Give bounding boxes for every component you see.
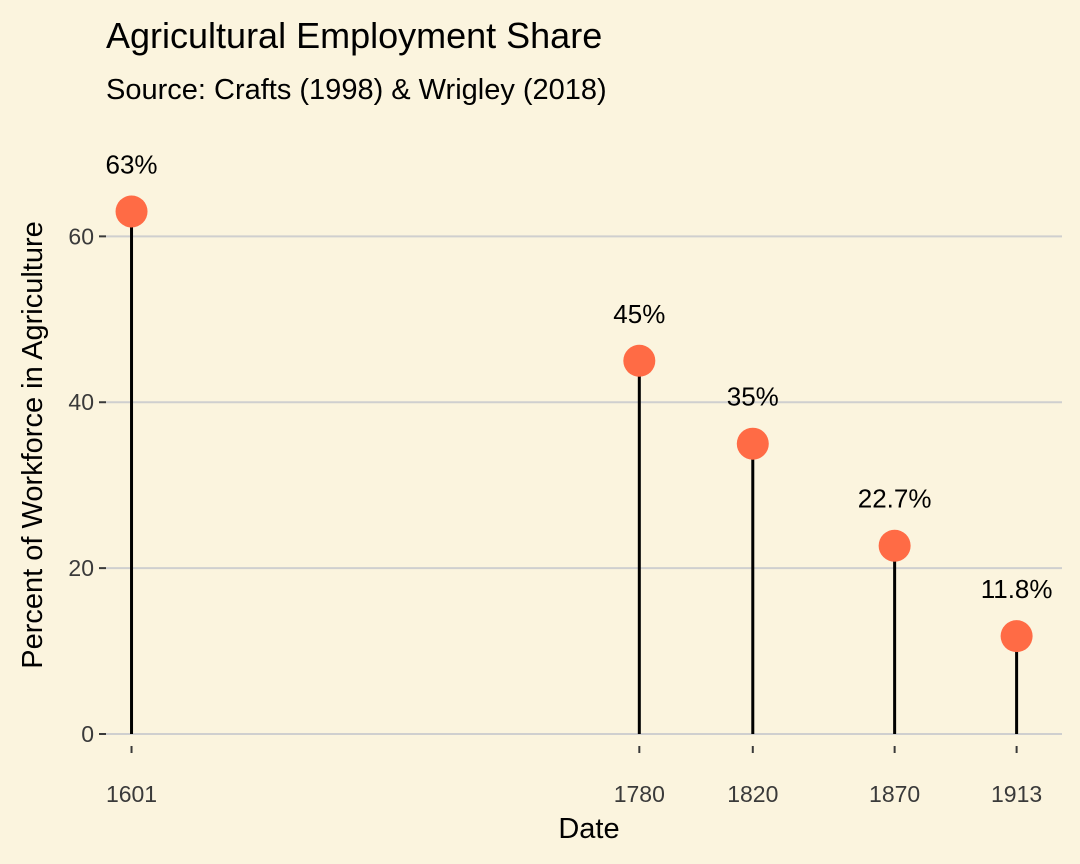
x-tick-label: 1870 bbox=[869, 781, 920, 807]
chart-title: Agricultural Employment Share bbox=[106, 15, 602, 56]
data-label: 22.7% bbox=[858, 484, 932, 514]
x-tick-label: 1601 bbox=[106, 781, 157, 807]
y-tick-label: 0 bbox=[81, 721, 94, 747]
data-label: 45% bbox=[613, 299, 665, 329]
y-tick-label: 20 bbox=[68, 555, 94, 581]
data-label: 63% bbox=[106, 149, 158, 179]
chart-subtitle: Source: Crafts (1998) & Wrigley (2018) bbox=[106, 74, 607, 106]
gridlines bbox=[106, 235, 1062, 735]
x-tick-label: 1820 bbox=[727, 781, 778, 807]
y-axis-ticks: 0 20 40 60 bbox=[68, 223, 106, 747]
y-tick-label: 40 bbox=[68, 389, 94, 415]
y-axis-title: Percent of Workforce in Agriculture bbox=[17, 221, 49, 669]
x-tick-label: 1913 bbox=[991, 781, 1042, 807]
x-axis-ticks: 1601 1780 1820 1870 1913 bbox=[106, 746, 1042, 807]
x-axis-title: Date bbox=[558, 813, 619, 845]
data-point bbox=[115, 195, 148, 228]
data-label: 11.8% bbox=[981, 574, 1053, 604]
y-tick-label: 60 bbox=[68, 223, 94, 249]
data-point bbox=[1000, 620, 1033, 653]
data-point bbox=[736, 427, 769, 460]
data-label: 35% bbox=[727, 382, 779, 412]
data-point bbox=[623, 344, 656, 377]
lollipop-marks bbox=[115, 195, 1033, 734]
x-tick-label: 1780 bbox=[614, 781, 665, 807]
data-point bbox=[878, 529, 911, 562]
data-labels: 63% 45% 35% 22.7% 11.8% bbox=[106, 149, 1053, 604]
